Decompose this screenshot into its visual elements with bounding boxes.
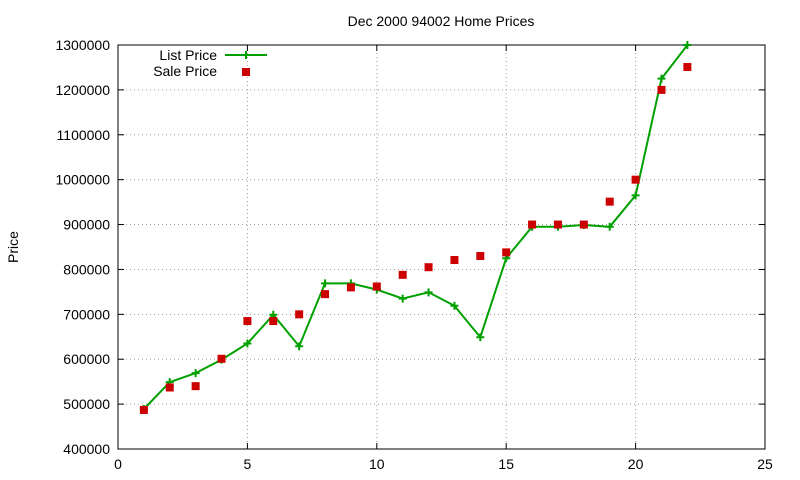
sale-price-point	[657, 85, 666, 94]
sale-price-point	[346, 283, 355, 292]
sale-price-point	[476, 251, 485, 260]
list-price-point	[476, 333, 485, 342]
list-price-point	[191, 369, 200, 378]
list-price-point	[321, 279, 330, 288]
sale-price-point	[269, 317, 278, 326]
chart-title: Dec 2000 94002 Home Prices	[348, 13, 535, 29]
list-price-point	[295, 342, 304, 351]
sale-price-point	[139, 405, 148, 414]
legend-label-sale-price: Sale Price	[153, 63, 217, 79]
list-price-line	[143, 44, 689, 410]
list-price-point	[424, 288, 433, 297]
x-tick-label: 10	[369, 456, 385, 472]
y-tick-label: 700000	[63, 306, 110, 322]
list-price-point	[631, 191, 640, 200]
sale-price-point	[579, 220, 588, 229]
list-price-point	[243, 339, 252, 348]
sale-price-point	[243, 317, 252, 326]
y-tick-label: 600000	[63, 351, 110, 367]
sale-price-point	[528, 220, 537, 229]
tick-layer: 0 5 10 15 20 25 400000 500000 600000 700000 800000…	[55, 37, 773, 472]
sale-price-point	[372, 282, 381, 291]
x-tick-label: 5	[244, 456, 252, 472]
y-tick-label: 1200000	[55, 82, 110, 98]
y-tick-label: 500000	[63, 396, 110, 412]
sale-price-point	[502, 248, 511, 257]
y-tick-label: 1100000	[57, 127, 111, 143]
sale-price-point	[217, 354, 226, 363]
y-tick-label: 1300000	[55, 37, 110, 53]
sale-price-point	[683, 62, 692, 71]
x-tick-label: 0	[114, 456, 122, 472]
legend-marker-list-price	[242, 51, 250, 59]
sale-price-point	[398, 270, 407, 279]
x-tick-label: 20	[628, 456, 644, 472]
sale-price-point	[191, 382, 200, 391]
sale-price-point	[165, 383, 174, 392]
sale-price-point	[553, 220, 562, 229]
legend: List Price Sale Price	[153, 47, 267, 79]
sale-price-point	[631, 175, 640, 184]
y-tick-label: 1000000	[55, 172, 110, 188]
x-tick-label: 15	[498, 456, 514, 472]
sale-price-point	[424, 263, 433, 272]
series-layer	[139, 41, 692, 414]
list-price-point	[605, 222, 614, 231]
sale-price-point	[605, 197, 614, 206]
list-price-point	[683, 41, 692, 49]
grid-layer	[118, 45, 765, 449]
list-price-point	[398, 294, 407, 303]
y-tick-label: 900000	[63, 217, 110, 233]
plot-frame	[117, 44, 766, 450]
y-tick-label: 800000	[63, 261, 110, 277]
sale-price-point	[321, 290, 330, 299]
list-price-point	[450, 301, 459, 310]
sale-price-point	[450, 256, 459, 265]
y-tick-label: 400000	[63, 441, 110, 457]
legend-marker-sale-price	[242, 68, 250, 76]
list-price-point	[657, 74, 666, 83]
sale-price-point	[295, 310, 304, 319]
legend-label-list-price: List Price	[159, 47, 217, 63]
x-tick-label: 25	[757, 456, 773, 472]
y-axis-label: Price	[5, 231, 21, 263]
